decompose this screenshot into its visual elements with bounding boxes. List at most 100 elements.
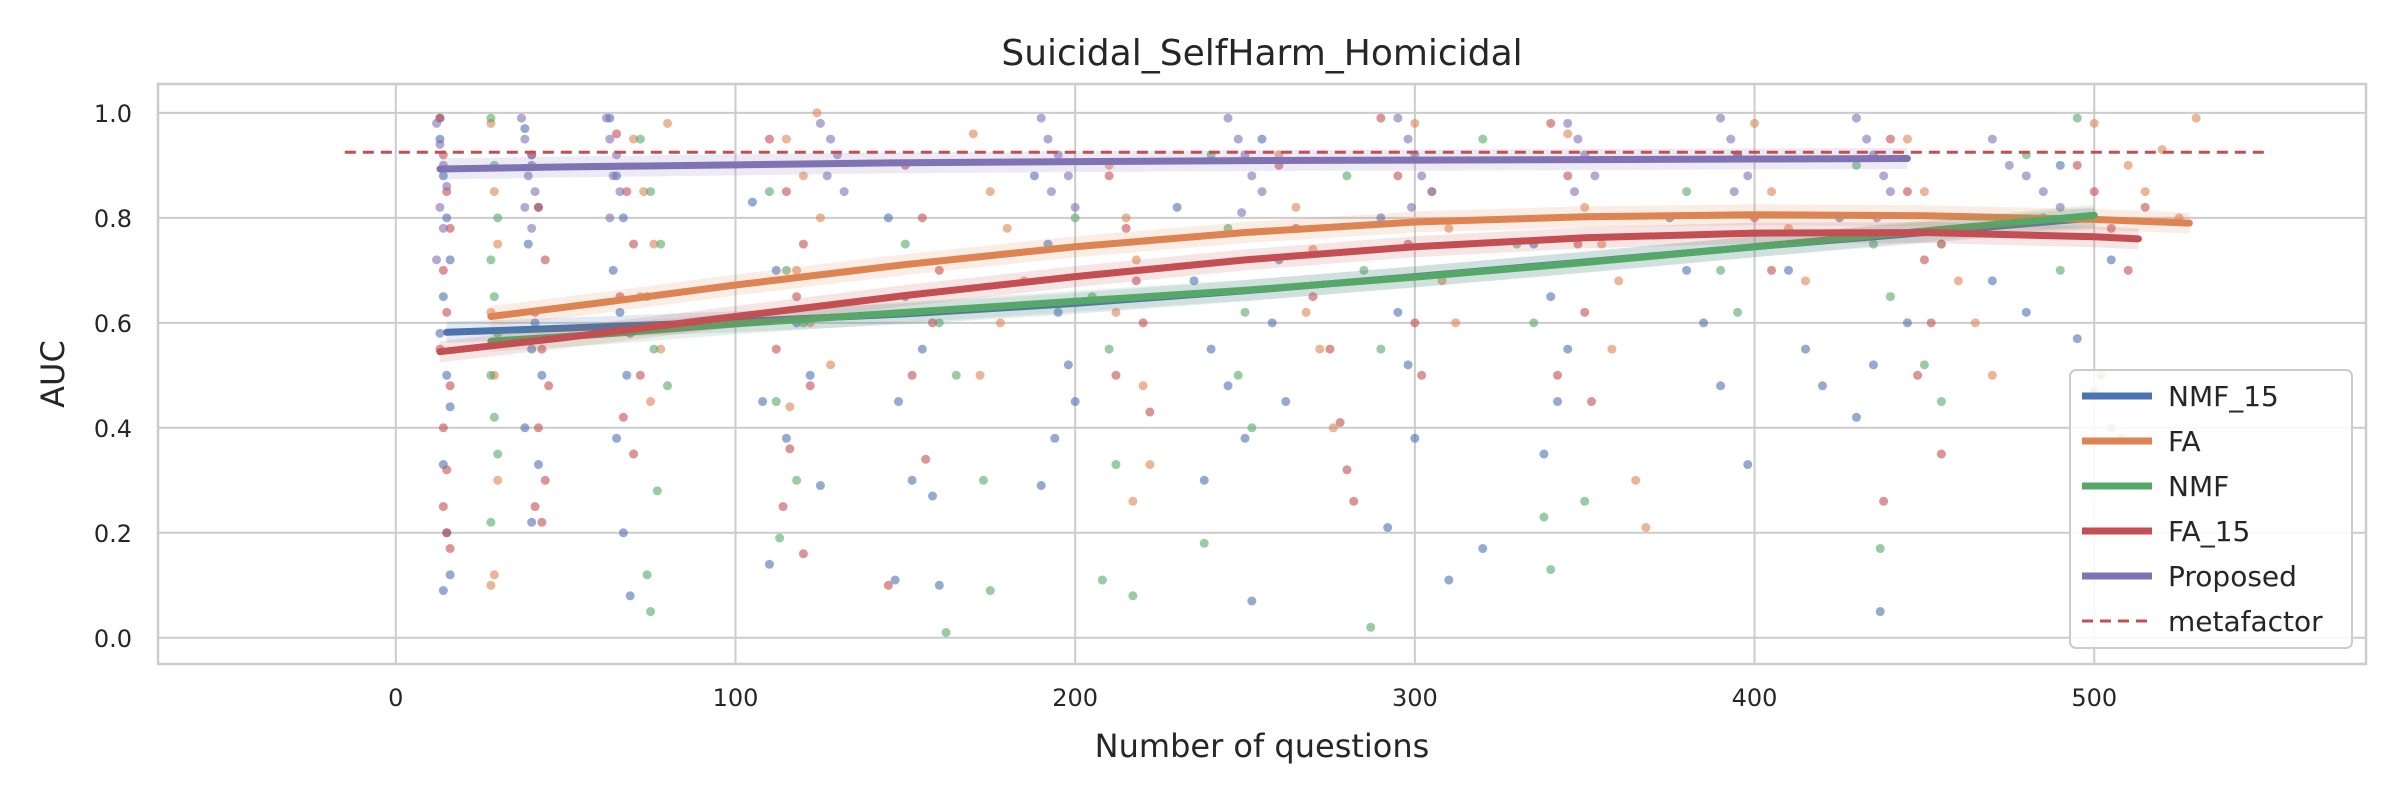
scatter-point-proposed: [435, 202, 445, 212]
scatter-point-nmf: [1716, 265, 1726, 275]
y-tick-label: 0.6: [94, 310, 132, 338]
scatter-point-fa: [1953, 276, 1963, 286]
scatter-point-fa-15: [1919, 255, 1929, 265]
scatter-point-fa-15: [2072, 160, 2082, 170]
scatter-point-fa-15: [1902, 187, 1912, 197]
scatter-point-fa: [815, 213, 825, 223]
scatter-point-fa-15: [1138, 318, 1148, 328]
scatter-point-fa-15: [1587, 397, 1597, 407]
scatter-point-fa: [1291, 202, 1301, 212]
scatter-point-nmf: [934, 318, 944, 328]
scatter-point-proposed: [1862, 134, 1872, 144]
scatter-point-nmf-15: [1902, 318, 1912, 328]
scatter-point-fa-15: [1767, 265, 1777, 275]
scatter-point-proposed: [1257, 187, 1267, 197]
scatter-point-nmf: [781, 265, 791, 275]
scatter-point-fa: [1002, 223, 1012, 233]
scatter-point-fa: [1437, 276, 1447, 286]
scatter-point-fa: [781, 134, 791, 144]
scatter-point-nmf: [493, 213, 503, 223]
scatter-point-nmf-15: [815, 481, 825, 491]
scatter-point-proposed: [1233, 134, 1243, 144]
trend-line-fa: [487, 211, 2193, 321]
scatter-point-proposed: [527, 223, 537, 233]
scatter-point-fa-15: [1121, 223, 1131, 233]
scatter-point-proposed: [1570, 187, 1580, 197]
scatter-point-nmf: [1546, 565, 1556, 575]
scatter-point-nmf: [1851, 160, 1861, 170]
scatter-point-nmf-15: [781, 433, 791, 443]
scatter-point-fa: [663, 118, 673, 128]
scatter-point-nmf: [1240, 307, 1250, 317]
scatter-point-fa-15: [781, 187, 791, 197]
scatter-point-fa-15: [1417, 370, 1427, 380]
scatter-point-nmf-15: [618, 213, 628, 223]
scatter-point-fa-15: [1393, 171, 1403, 181]
scatter-point-proposed: [1879, 171, 1889, 181]
scatter-point-nmf: [649, 344, 659, 354]
scatter-point-nmf-15: [764, 559, 774, 569]
scatter-point-proposed: [432, 255, 442, 265]
scatter-point-nmf: [646, 607, 656, 617]
scatter-point-nmf-15: [1868, 360, 1878, 370]
scatter-point-nmf-15: [894, 397, 904, 407]
scatter-point-proposed: [1987, 134, 1997, 144]
scatter-point-nmf: [1104, 344, 1114, 354]
x-tick-label: 300: [1392, 684, 1438, 712]
scatter-point-fa-15: [540, 255, 550, 265]
scatter-point-nmf-15: [537, 370, 547, 380]
scatter-point-fa: [1597, 239, 1607, 249]
scatter-point-fa-15: [921, 454, 931, 464]
scatter-point-fa: [1580, 202, 1590, 212]
scatter-point-proposed: [530, 187, 540, 197]
scatter-point-fa-15: [805, 381, 815, 391]
scatter-point-fa: [1970, 318, 1980, 328]
scatter-point-fa-15: [2140, 202, 2150, 212]
scatter-point-fa-15: [1111, 370, 1121, 380]
scatter-point-proposed: [1885, 187, 1895, 197]
scatter-point-nmf-15: [2021, 307, 2031, 317]
scatter-point-proposed: [2021, 171, 2031, 181]
scatter-point-nmf-15: [1410, 433, 1420, 443]
scatter-point-nmf-15: [438, 171, 448, 181]
scatter-point-nmf: [1478, 134, 1488, 144]
scatter-point-fa-15: [438, 423, 448, 433]
scatter-point-nmf-15: [438, 292, 448, 302]
scatter-point-fa-15: [442, 307, 452, 317]
scatter-point-nmf-15: [1172, 202, 1182, 212]
scatter-point-proposed: [2055, 202, 2065, 212]
scatter-point-fa-15: [1926, 318, 1936, 328]
trend-line-proposed: [436, 155, 1911, 173]
scatter-point-nmf: [1733, 307, 1743, 317]
scatter-point-proposed: [1046, 187, 1056, 197]
scatter-point-nmf: [900, 239, 910, 249]
scatter-point-nmf: [635, 134, 645, 144]
x-tick-label: 400: [1732, 684, 1778, 712]
scatter-point-nmf-15: [520, 423, 530, 433]
scatter-point-fa: [826, 360, 836, 370]
scatter-point-nmf-15: [1478, 544, 1488, 554]
scatter-point-nmf-15: [1553, 397, 1563, 407]
scatter-point-fa: [975, 370, 985, 380]
scatter-point-proposed: [826, 134, 836, 144]
scatter-point-fa-15: [917, 213, 927, 223]
scatter-point-nmf-15: [1716, 381, 1726, 391]
trend-line-fa-15: [436, 229, 2142, 356]
scatter-point-nmf: [663, 381, 673, 391]
scatter-point-nmf-15: [1189, 276, 1199, 286]
scatter-point-fa-15: [629, 239, 639, 249]
scatter-point-nmf-15: [1546, 292, 1556, 302]
scatter-point-fa-15: [445, 223, 455, 233]
scatter-point-fa: [1614, 276, 1624, 286]
scatter-point-nmf: [489, 292, 499, 302]
scatter-point-fa-15: [544, 381, 554, 391]
scatter-point-nmf-15: [527, 344, 537, 354]
scatter-point-proposed: [815, 118, 825, 128]
scatter-point-nmf-15: [1743, 460, 1753, 470]
trend-band-nmf-15: [446, 207, 2095, 343]
scatter-point-fa: [1328, 423, 1338, 433]
scatter-point-fa: [2123, 160, 2133, 170]
scatter-point-proposed: [1743, 171, 1753, 181]
y-tick-label: 0.4: [94, 415, 132, 443]
x-tick-label: 0: [388, 684, 403, 712]
